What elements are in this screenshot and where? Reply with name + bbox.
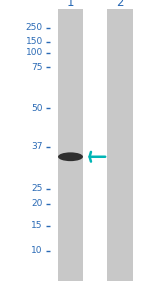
Bar	[107, 9, 133, 281]
Text: 1: 1	[67, 0, 74, 9]
Text: 75: 75	[31, 63, 43, 72]
Text: 20: 20	[31, 199, 43, 208]
Ellipse shape	[58, 152, 83, 161]
Text: 50: 50	[31, 104, 43, 113]
Bar	[58, 9, 83, 281]
Text: 25: 25	[31, 185, 43, 193]
Text: 10: 10	[31, 246, 43, 255]
Text: 2: 2	[116, 0, 124, 9]
Text: 15: 15	[31, 221, 43, 230]
Text: 150: 150	[26, 37, 43, 46]
Text: 250: 250	[26, 23, 43, 32]
Text: 100: 100	[26, 48, 43, 57]
Text: 37: 37	[31, 142, 43, 151]
